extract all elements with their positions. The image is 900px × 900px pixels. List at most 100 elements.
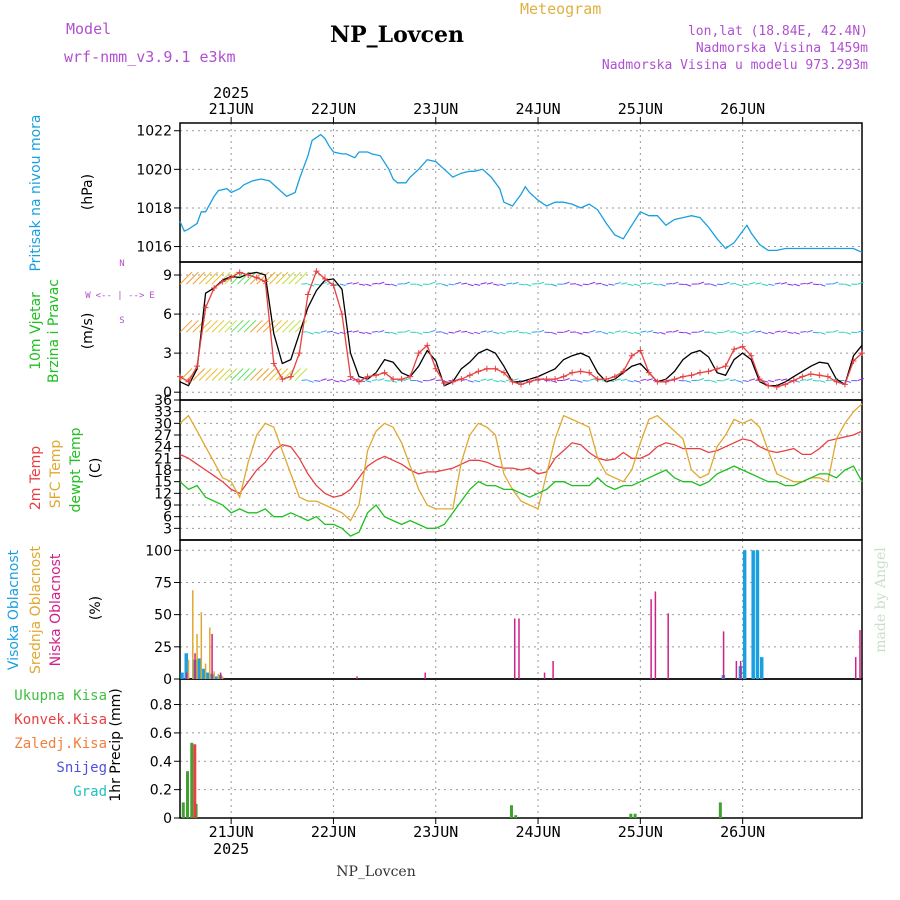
wind-speed-line	[179, 271, 863, 387]
precip-total-bar	[181, 802, 185, 818]
cloud-high-title: Visoka Oblacnost	[6, 549, 22, 670]
wind-barb	[761, 283, 768, 287]
panel-frame	[179, 678, 863, 819]
wind-barb	[627, 379, 634, 383]
wind-gust-marker	[253, 274, 260, 281]
wind-barb	[211, 368, 225, 381]
wind-barb	[474, 331, 481, 335]
wind-barb	[486, 378, 494, 381]
wind-unit: (m/s)	[80, 313, 96, 350]
watermark: made by Angel	[873, 547, 889, 653]
wind-barb	[378, 329, 385, 333]
wind-gust-marker	[475, 368, 482, 375]
cloud-low-bar	[654, 591, 657, 679]
wind-barb	[684, 283, 692, 287]
wind-barb	[192, 271, 206, 285]
compass-n: N	[119, 259, 124, 269]
wind-barb	[710, 331, 717, 335]
wind-barb	[653, 283, 660, 286]
cloud-mid-bar	[200, 612, 203, 679]
y-tick-label: 21	[154, 451, 172, 467]
wind-gust-marker	[296, 350, 303, 357]
lonlat-label: lon,lat (18.84E, 42.4N)	[687, 24, 868, 39]
wind-gust-marker	[739, 343, 746, 350]
wind-barb	[326, 378, 334, 381]
wind-barb	[198, 368, 212, 381]
wind-barb	[589, 281, 596, 285]
wind-barb	[384, 331, 391, 334]
wind-barb	[576, 283, 583, 287]
wind-barb	[697, 329, 705, 333]
wind-barb	[793, 283, 800, 287]
wind-barb	[275, 319, 289, 333]
wind-barb	[461, 378, 468, 381]
wind-barb	[333, 331, 340, 335]
wind-barb	[198, 271, 212, 285]
wind-barb	[640, 282, 647, 285]
wind-barb	[518, 331, 525, 334]
top-day-label: 21JUN	[209, 100, 254, 118]
wind-barb	[378, 378, 385, 381]
wind-barb	[608, 331, 615, 334]
wind-barb	[461, 282, 468, 285]
wind-gust-marker	[194, 363, 201, 370]
y-tick-label: 3	[163, 346, 172, 362]
wind-barb	[812, 331, 820, 334]
model-name: wrf-nmm_v3.9.1 e3km	[64, 48, 236, 66]
wind-barb	[224, 368, 238, 381]
wind-barb	[454, 281, 462, 285]
cloud-low-bar	[650, 599, 652, 679]
wind-gust-marker	[722, 363, 729, 370]
wind-gust-marker	[185, 378, 192, 385]
wind-gust-marker	[270, 360, 277, 367]
cloud-low-bar	[518, 618, 520, 679]
bottom-day-label: 25JUN	[618, 823, 663, 841]
wind-barb	[243, 271, 257, 285]
wind-barb	[563, 378, 570, 381]
wind-barb	[819, 379, 826, 383]
wind-barb	[486, 330, 494, 333]
cloud-low-bar	[543, 672, 546, 679]
wind-barb	[774, 330, 781, 333]
top-day-label: 24JUN	[515, 100, 560, 118]
wind-barb	[659, 283, 666, 287]
wind-barb	[621, 282, 628, 285]
wind-barb	[441, 331, 449, 335]
wind-gust-marker	[654, 378, 661, 385]
wind-barb	[474, 379, 481, 383]
wind-barb	[230, 271, 244, 285]
wind-gust-marker	[679, 373, 686, 380]
precip-legend-item: Ukupna Kisa	[14, 688, 107, 704]
bottom-day-label: 24JUN	[515, 823, 560, 841]
compass-s: S	[119, 316, 124, 326]
wind-barb	[281, 271, 295, 285]
wind-barb	[378, 281, 385, 285]
wind-barb	[780, 282, 788, 285]
wind-gust-marker	[398, 376, 405, 383]
y-tick-label: 24	[154, 440, 172, 456]
wind-gust-marker	[560, 373, 567, 380]
wind-barb	[614, 282, 621, 285]
wind-barb	[294, 319, 308, 333]
wind-barb	[633, 331, 641, 335]
wind-barb	[493, 331, 500, 335]
wind-gust-marker	[824, 373, 831, 380]
wind-barb	[365, 331, 372, 335]
wind-barb	[371, 379, 378, 381]
cloud-mid-title: Srednja Oblacnost	[28, 546, 44, 674]
wind-barb	[537, 329, 545, 333]
y-tick-label: 0	[163, 385, 172, 401]
wind-gust-marker	[390, 376, 397, 383]
y-tick-label: 6	[163, 510, 172, 526]
wind-gust-marker	[765, 382, 772, 389]
cloud-high-bar	[751, 550, 755, 679]
wind-barb	[729, 379, 736, 381]
wind-barb	[416, 331, 423, 335]
wind-barb	[768, 379, 775, 383]
wind-barb	[832, 281, 839, 285]
wind-barb	[665, 331, 672, 333]
wind-barb	[736, 331, 743, 335]
wind-barb	[742, 283, 749, 286]
wind-gust-marker	[330, 282, 337, 289]
wind-barb	[576, 331, 583, 335]
